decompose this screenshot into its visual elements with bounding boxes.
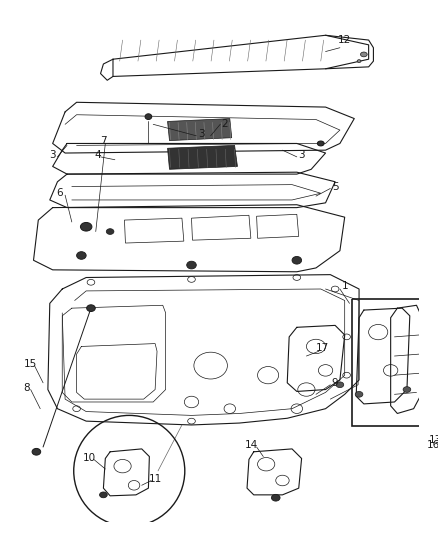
Text: 16: 16 bbox=[427, 440, 438, 450]
Text: 3: 3 bbox=[298, 150, 305, 160]
Text: 11: 11 bbox=[148, 474, 162, 483]
Ellipse shape bbox=[272, 495, 280, 501]
Ellipse shape bbox=[336, 382, 344, 387]
Text: 4: 4 bbox=[94, 150, 101, 160]
Polygon shape bbox=[168, 118, 232, 141]
Ellipse shape bbox=[187, 261, 196, 269]
Text: 3: 3 bbox=[49, 150, 56, 160]
Ellipse shape bbox=[360, 52, 367, 57]
Text: 6: 6 bbox=[56, 188, 63, 198]
Text: 14: 14 bbox=[245, 440, 258, 450]
Text: 10: 10 bbox=[82, 453, 95, 463]
Ellipse shape bbox=[318, 141, 324, 146]
Text: 8: 8 bbox=[24, 383, 30, 393]
Text: 3: 3 bbox=[198, 129, 205, 139]
Bar bbox=[352, 298, 438, 426]
Text: 2: 2 bbox=[222, 119, 228, 130]
Ellipse shape bbox=[403, 386, 411, 392]
Ellipse shape bbox=[145, 114, 152, 119]
Polygon shape bbox=[168, 146, 237, 169]
Ellipse shape bbox=[106, 229, 114, 235]
Ellipse shape bbox=[292, 256, 302, 264]
Ellipse shape bbox=[81, 222, 92, 231]
Text: 7: 7 bbox=[100, 135, 107, 146]
Text: 12: 12 bbox=[338, 35, 351, 45]
Ellipse shape bbox=[77, 252, 86, 260]
Text: 1: 1 bbox=[341, 281, 348, 291]
Text: 13: 13 bbox=[429, 435, 438, 445]
Text: 17: 17 bbox=[316, 343, 329, 353]
Ellipse shape bbox=[99, 492, 107, 498]
Ellipse shape bbox=[355, 391, 363, 397]
Ellipse shape bbox=[357, 60, 361, 62]
Text: 15: 15 bbox=[24, 359, 37, 369]
Ellipse shape bbox=[32, 448, 41, 455]
Ellipse shape bbox=[87, 305, 95, 311]
Text: 5: 5 bbox=[332, 182, 339, 191]
Text: 9: 9 bbox=[332, 378, 339, 388]
